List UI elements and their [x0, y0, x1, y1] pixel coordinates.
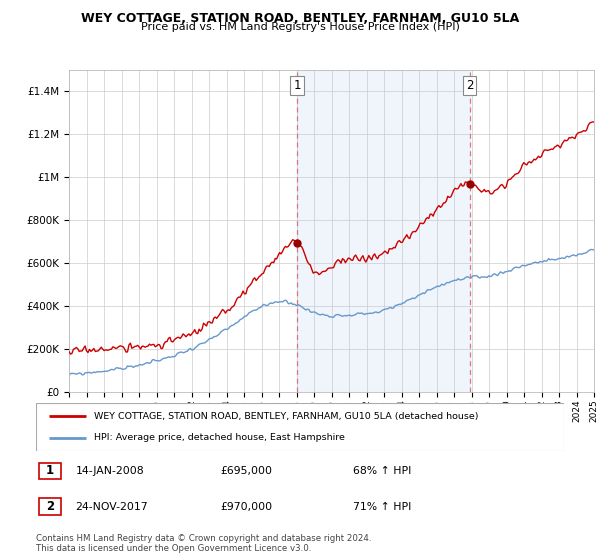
Text: Contains HM Land Registry data © Crown copyright and database right 2024.
This d: Contains HM Land Registry data © Crown c… [36, 534, 371, 553]
FancyBboxPatch shape [38, 463, 61, 479]
FancyBboxPatch shape [38, 498, 61, 515]
Text: 24-NOV-2017: 24-NOV-2017 [76, 502, 148, 511]
FancyBboxPatch shape [36, 403, 564, 451]
Text: £695,000: £695,000 [221, 466, 273, 476]
Text: 2: 2 [46, 500, 54, 513]
Text: 2: 2 [466, 78, 473, 92]
Text: Price paid vs. HM Land Registry's House Price Index (HPI): Price paid vs. HM Land Registry's House … [140, 22, 460, 32]
Text: 1: 1 [46, 464, 54, 478]
Text: WEY COTTAGE, STATION ROAD, BENTLEY, FARNHAM, GU10 5LA (detached house): WEY COTTAGE, STATION ROAD, BENTLEY, FARN… [94, 412, 479, 421]
Text: 14-JAN-2008: 14-JAN-2008 [76, 466, 144, 476]
Text: 1: 1 [293, 78, 301, 92]
Text: HPI: Average price, detached house, East Hampshire: HPI: Average price, detached house, East… [94, 433, 345, 442]
Text: 71% ↑ HPI: 71% ↑ HPI [353, 502, 411, 511]
Text: 68% ↑ HPI: 68% ↑ HPI [353, 466, 411, 476]
Text: WEY COTTAGE, STATION ROAD, BENTLEY, FARNHAM, GU10 5LA: WEY COTTAGE, STATION ROAD, BENTLEY, FARN… [81, 12, 519, 25]
Text: £970,000: £970,000 [221, 502, 273, 511]
Bar [297, 70, 470, 392]
